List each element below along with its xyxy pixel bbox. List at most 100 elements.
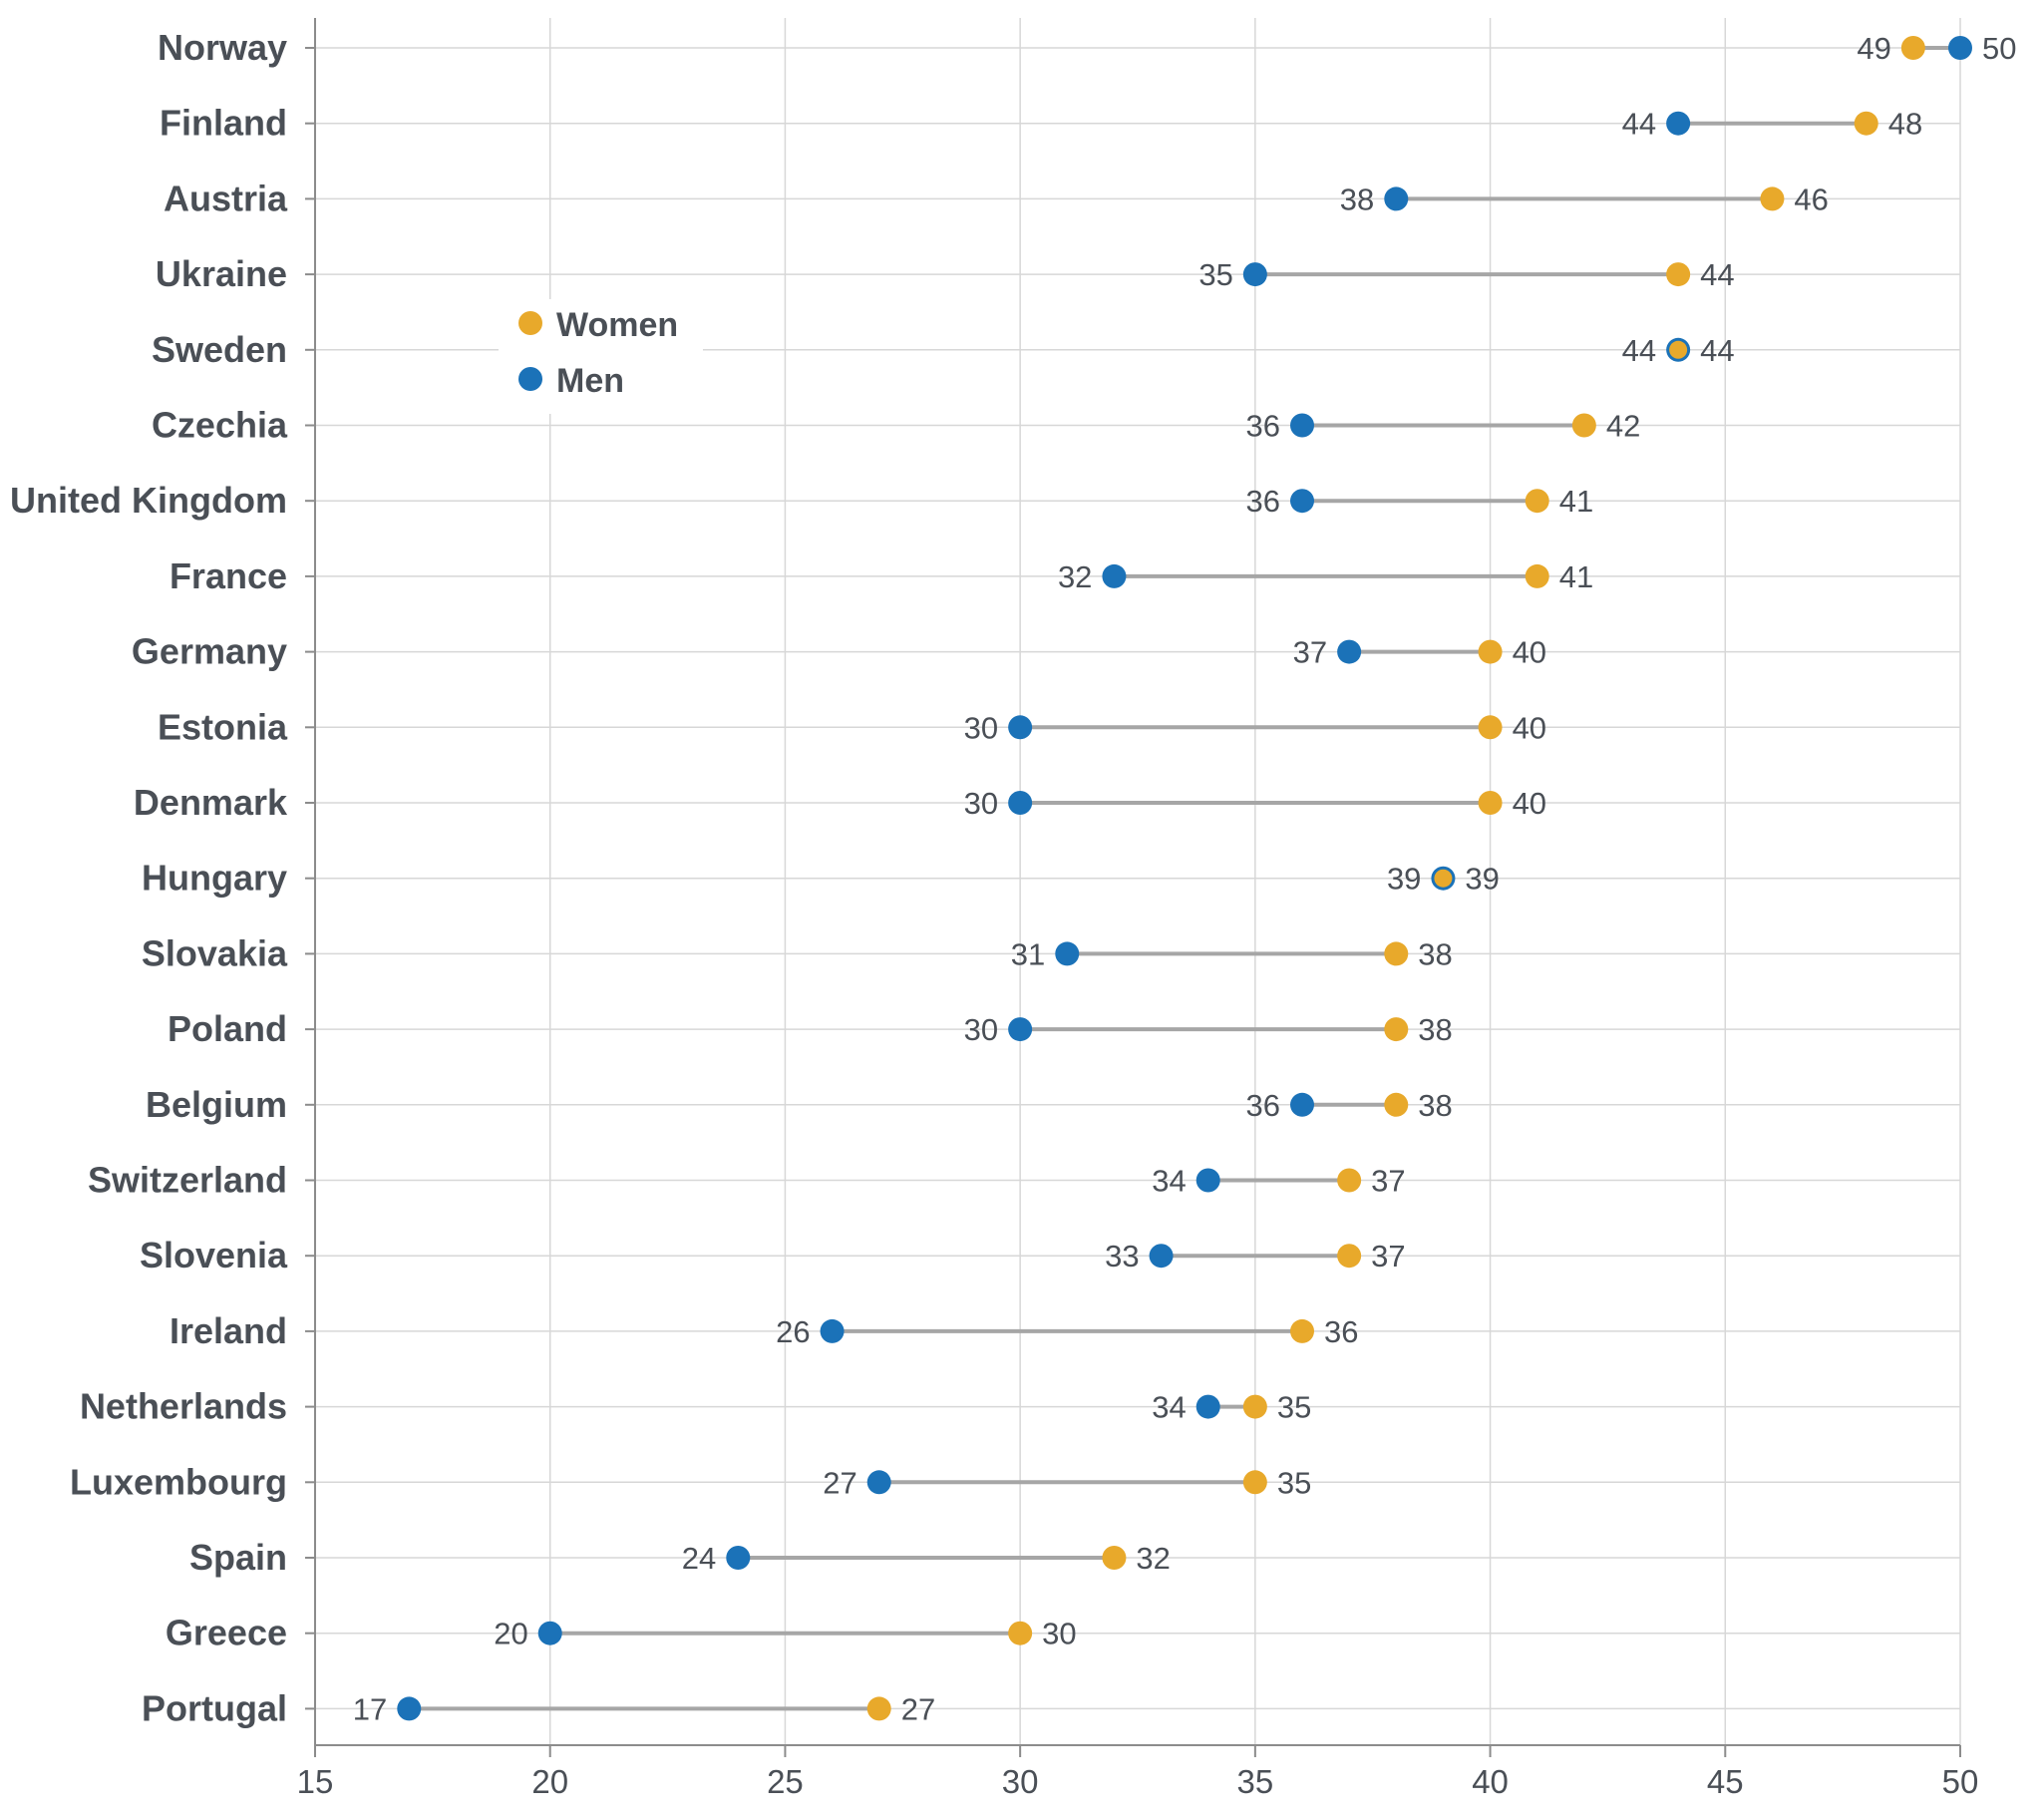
value-label: 37	[1371, 1164, 1405, 1199]
women-point	[1242, 1470, 1267, 1495]
women-point	[1242, 1394, 1267, 1419]
x-tick-label: 15	[297, 1763, 334, 1800]
men-point	[820, 1318, 845, 1343]
women-point	[1384, 941, 1409, 966]
value-label: 42	[1606, 409, 1640, 444]
women-point	[1337, 1168, 1362, 1193]
country-label: Austria	[164, 178, 288, 218]
country-label: Ireland	[170, 1310, 287, 1351]
legend-men-label: Men	[556, 362, 624, 400]
value-label: 40	[1513, 710, 1546, 745]
country-label: Sweden	[152, 329, 287, 370]
men-point	[1008, 715, 1033, 740]
value-label: 38	[1418, 1088, 1452, 1123]
value-label: 37	[1293, 635, 1327, 670]
country-label: Switzerland	[88, 1160, 287, 1201]
women-point	[1666, 262, 1691, 287]
x-axis-ticks: 15 20 25 30 35 40 45 50	[297, 1745, 1979, 1800]
men-point	[1242, 262, 1267, 287]
country-label: Estonia	[158, 706, 288, 747]
men-point	[1384, 186, 1409, 211]
axes	[314, 18, 1960, 1746]
data-points	[397, 36, 1972, 1721]
men-point	[1290, 489, 1314, 514]
men-point	[1290, 1092, 1314, 1117]
value-label: 27	[901, 1691, 935, 1726]
value-labels: 49 50 44 48 38 46 35 44 44 44 36 42 36 41 32 41 37 40 30 40…	[353, 31, 2017, 1726]
value-label: 40	[1513, 635, 1546, 670]
value-label: 30	[964, 786, 998, 821]
women-point	[866, 1696, 891, 1721]
legend-women-marker	[518, 311, 542, 335]
x-tick-label: 40	[1472, 1763, 1509, 1800]
x-tick-label: 25	[767, 1763, 804, 1800]
value-label: 44	[1700, 333, 1734, 368]
men-point	[866, 1470, 891, 1495]
country-label: Czechia	[152, 405, 288, 446]
country-label: Netherlands	[80, 1386, 287, 1427]
men-point	[1008, 791, 1033, 815]
value-label: 30	[964, 1012, 998, 1047]
country-label: Slovakia	[142, 932, 288, 973]
country-label: Portugal	[142, 1687, 287, 1728]
value-label: 44	[1700, 257, 1734, 292]
men-point	[1337, 639, 1362, 664]
country-label: Poland	[168, 1008, 287, 1049]
value-label: 37	[1371, 1239, 1405, 1274]
men-point	[397, 1696, 422, 1721]
men-point	[1666, 111, 1691, 136]
x-tick-label: 45	[1707, 1763, 1744, 1800]
legend: Women Men	[499, 299, 703, 414]
value-label: 17	[353, 1691, 387, 1726]
value-label: 35	[1277, 1465, 1311, 1500]
men-point	[1055, 941, 1080, 966]
value-label: 33	[1105, 1239, 1139, 1274]
x-tick-label: 20	[531, 1763, 568, 1800]
x-tick-label: 30	[1002, 1763, 1039, 1800]
value-label: 40	[1513, 786, 1546, 821]
value-label: 46	[1794, 182, 1828, 216]
women-point	[1760, 186, 1785, 211]
women-point	[1337, 1244, 1362, 1269]
value-label: 41	[1559, 559, 1593, 594]
value-label: 36	[1324, 1314, 1358, 1349]
value-label: 44	[1622, 107, 1656, 142]
men-point	[1008, 1017, 1033, 1042]
women-point	[1525, 563, 1549, 588]
country-label: Greece	[166, 1613, 287, 1653]
value-label: 49	[1857, 31, 1890, 66]
men-point	[1195, 1394, 1220, 1419]
women-point	[1384, 1092, 1409, 1117]
women-point	[1478, 639, 1503, 664]
women-point	[1008, 1621, 1033, 1645]
value-label: 30	[964, 710, 998, 745]
men-point	[537, 1621, 562, 1645]
x-tick-label: 35	[1236, 1763, 1273, 1800]
value-label: 41	[1559, 484, 1593, 519]
men-point	[726, 1546, 751, 1570]
value-label: 38	[1340, 182, 1374, 216]
women-point	[1478, 715, 1503, 740]
value-label: 20	[494, 1617, 527, 1651]
value-label: 35	[1198, 257, 1232, 292]
value-label: 38	[1418, 936, 1452, 971]
men-point	[1102, 563, 1127, 588]
value-label: 39	[1465, 862, 1499, 897]
men-point	[1149, 1244, 1174, 1269]
value-label: 44	[1622, 333, 1656, 368]
women-point	[1525, 489, 1549, 514]
country-label: Luxembourg	[70, 1461, 287, 1502]
men-point	[1195, 1168, 1220, 1193]
value-label: 35	[1277, 1390, 1311, 1425]
women-point	[1571, 413, 1596, 438]
value-label: 36	[1246, 409, 1280, 444]
value-label: 32	[1058, 559, 1092, 594]
x-tick-label: 50	[1942, 1763, 1979, 1800]
value-label: 34	[1152, 1164, 1186, 1199]
value-label: 36	[1246, 484, 1280, 519]
value-label: 24	[682, 1541, 716, 1576]
legend-women-label: Women	[556, 306, 678, 344]
connectors	[409, 46, 1960, 1711]
women-point	[1290, 1318, 1314, 1343]
